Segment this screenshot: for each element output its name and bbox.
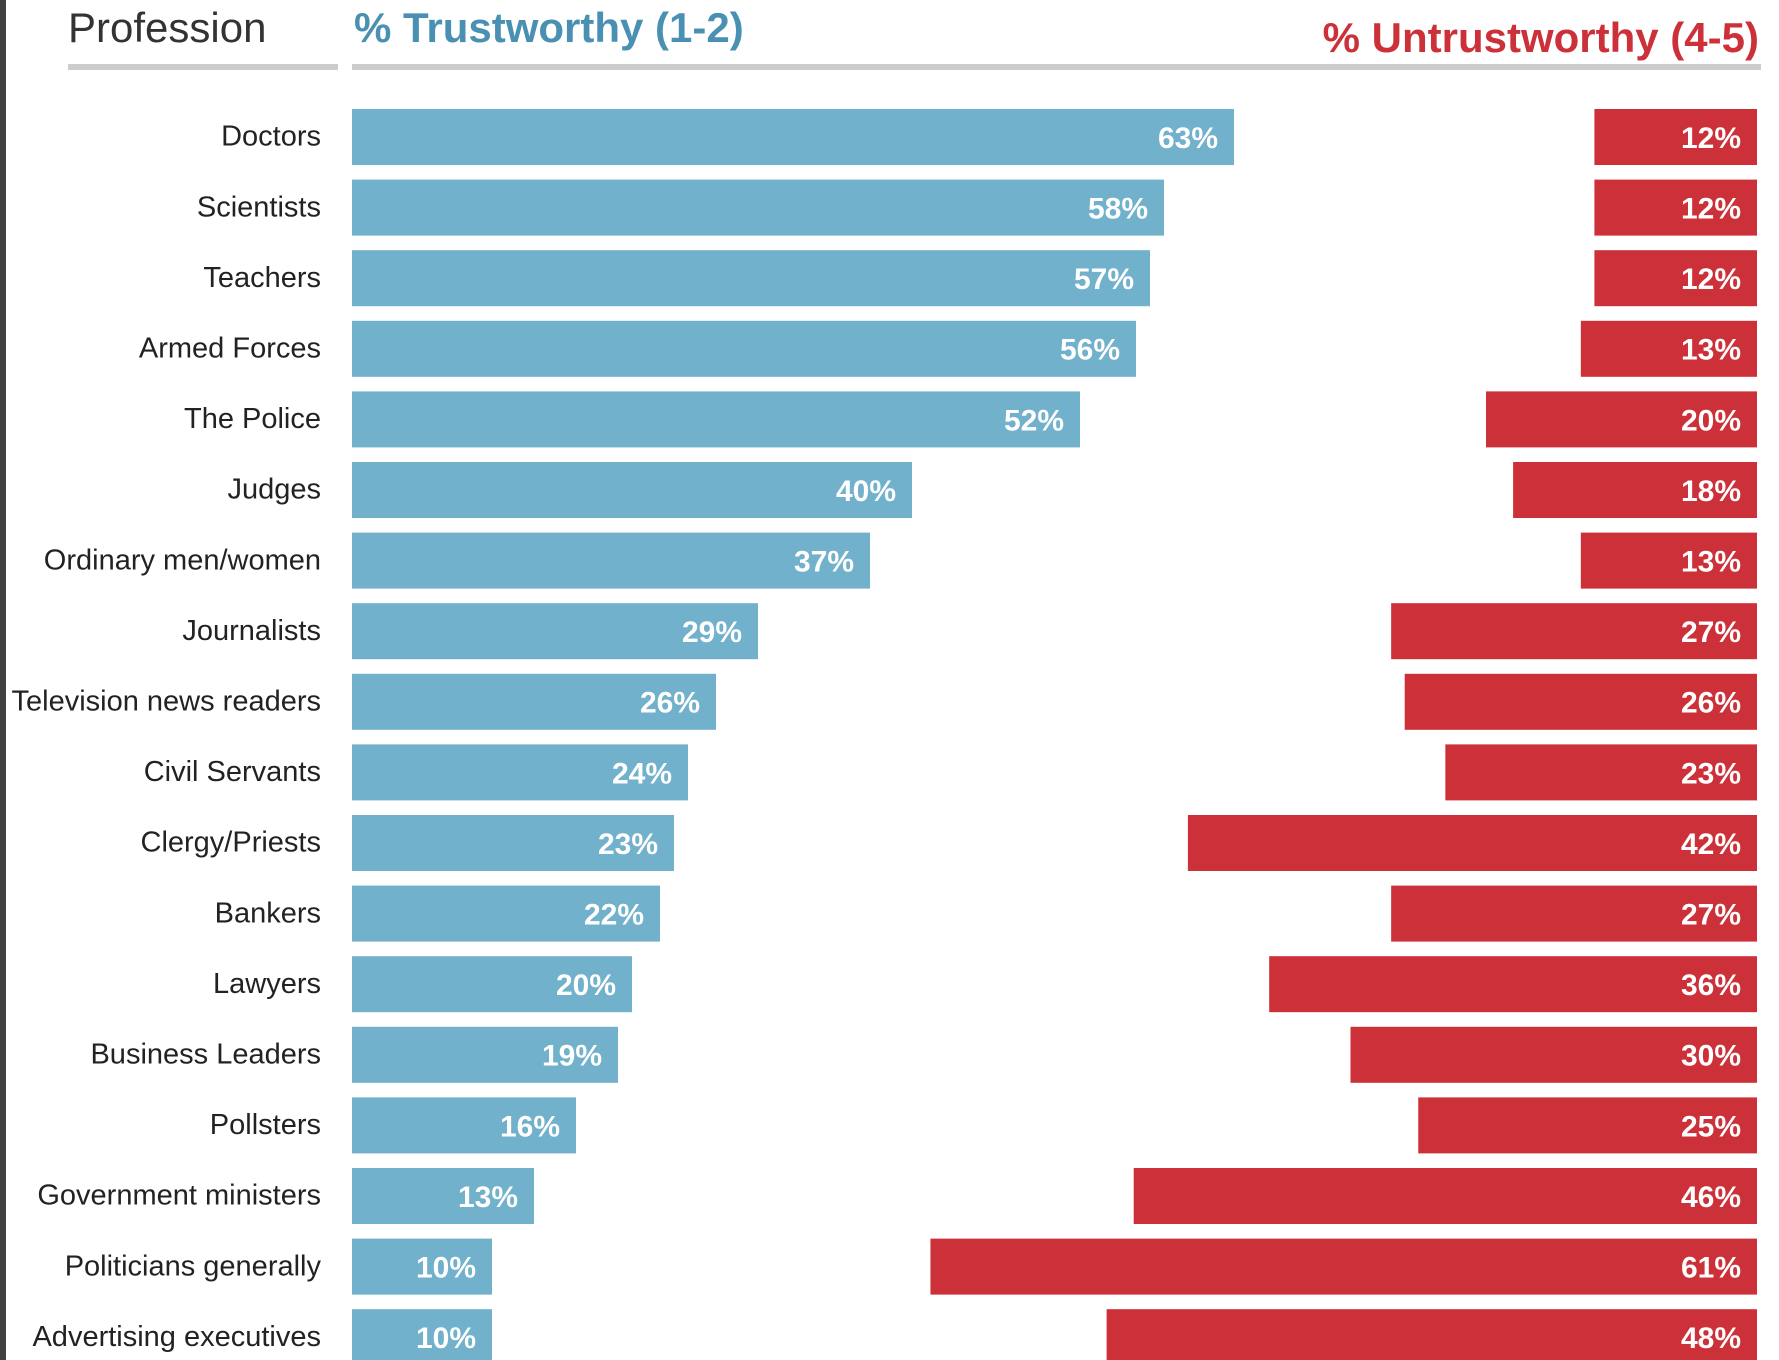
untrustworthy-bar	[1391, 603, 1757, 660]
trustworthy-bar	[352, 1026, 618, 1083]
untrustworthy-value-label: 42%	[1681, 828, 1741, 861]
untrustworthy-bar	[930, 1238, 1757, 1295]
trustworthy-bar	[352, 179, 1164, 236]
untrustworthy-bar	[1418, 1097, 1757, 1154]
untrustworthy-value-label: 26%	[1681, 687, 1741, 720]
category-label: Scientists	[197, 191, 321, 223]
untrustworthy-value-label: 27%	[1681, 616, 1741, 649]
trustworthy-value-label: 26%	[640, 687, 700, 720]
untrustworthy-bar	[1106, 1309, 1757, 1360]
trustworthy-bar	[352, 673, 716, 730]
untrustworthy-value-label: 12%	[1681, 193, 1741, 226]
trustworthy-value-label: 13%	[458, 1181, 518, 1214]
untrustworthy-bar	[1580, 532, 1757, 589]
left-edge-border	[0, 0, 6, 1360]
trustworthy-value-label: 57%	[1074, 263, 1134, 296]
category-label: Journalists	[182, 615, 321, 647]
trustworthy-bar	[352, 885, 660, 942]
trustworthy-bar	[352, 462, 912, 518]
untrustworthy-bar	[1513, 462, 1757, 518]
values-header-rule	[352, 64, 1761, 70]
trustworthy-bar	[352, 1309, 492, 1360]
untrustworthy-bar	[1187, 815, 1757, 871]
category-label: Clergy/Priests	[141, 827, 322, 859]
untrustworthy-bar	[1445, 744, 1757, 801]
untrustworthy-column-header: % Untrustworthy (4-5)	[1322, 14, 1759, 61]
trustworthy-value-label: 24%	[612, 757, 672, 790]
category-label: Lawyers	[213, 968, 321, 1000]
category-label: The Police	[184, 403, 321, 435]
trustworthy-value-label: 16%	[500, 1110, 560, 1143]
trustworthy-value-label: 10%	[416, 1322, 476, 1355]
trustworthy-bar	[352, 391, 1080, 448]
untrustworthy-value-label: 25%	[1681, 1110, 1741, 1143]
trustworthy-bar	[352, 320, 1136, 377]
untrustworthy-bar	[1594, 109, 1757, 165]
category-label: Politicians generally	[65, 1250, 322, 1282]
untrustworthy-bar	[1269, 956, 1757, 1013]
category-label: Government ministers	[37, 1180, 321, 1212]
category-label: Pollsters	[210, 1109, 321, 1141]
trustworthy-bar	[352, 603, 758, 660]
untrustworthy-bar	[1486, 391, 1757, 448]
untrustworthy-value-label: 20%	[1681, 404, 1741, 437]
untrustworthy-value-label: 36%	[1681, 969, 1741, 1002]
untrustworthy-value-label: 46%	[1681, 1181, 1741, 1214]
category-label: Ordinary men/women	[44, 544, 321, 576]
untrustworthy-value-label: 48%	[1681, 1322, 1741, 1355]
untrustworthy-bar	[1133, 1168, 1757, 1224]
untrustworthy-value-label: 61%	[1681, 1252, 1741, 1285]
trustworthy-value-label: 19%	[542, 1040, 602, 1073]
untrustworthy-bar	[1404, 673, 1757, 730]
category-label: Civil Servants	[144, 756, 321, 788]
untrustworthy-bar	[1594, 179, 1757, 236]
untrustworthy-value-label: 18%	[1681, 475, 1741, 508]
trustworthy-value-label: 22%	[584, 899, 644, 932]
trustworthy-bar	[352, 109, 1234, 165]
profession-column-header: Profession	[68, 4, 267, 51]
trustworthy-bar	[352, 1238, 492, 1295]
trustworthy-value-label: 20%	[556, 969, 616, 1002]
untrustworthy-value-label: 12%	[1681, 122, 1741, 155]
category-label: Bankers	[215, 897, 321, 929]
category-label: Judges	[227, 474, 321, 506]
profession-header-rule	[68, 64, 338, 70]
untrustworthy-bar	[1580, 320, 1757, 377]
trustworthy-value-label: 56%	[1060, 334, 1120, 367]
untrustworthy-bar	[1594, 250, 1757, 307]
untrustworthy-bar	[1350, 1026, 1757, 1083]
untrustworthy-value-label: 30%	[1681, 1040, 1741, 1073]
trustworthy-bar	[352, 815, 674, 871]
trustworthy-bar	[352, 250, 1150, 307]
untrustworthy-value-label: 13%	[1681, 334, 1741, 367]
category-label: Armed Forces	[139, 332, 321, 364]
category-label: Doctors	[221, 121, 321, 153]
trustworthy-bar	[352, 1168, 534, 1224]
untrustworthy-value-label: 12%	[1681, 263, 1741, 296]
untrustworthy-value-label: 13%	[1681, 546, 1741, 579]
trustworthy-column-header: % Trustworthy (1-2)	[354, 4, 744, 51]
category-label: Advertising executives	[32, 1321, 321, 1353]
trustworthy-value-label: 63%	[1158, 122, 1218, 155]
untrustworthy-bar	[1391, 885, 1757, 942]
trustworthy-bar	[352, 532, 870, 589]
trustworthy-bar	[352, 956, 632, 1013]
trustworthy-value-label: 23%	[598, 828, 658, 861]
category-label: Business Leaders	[90, 1038, 321, 1070]
category-label: Teachers	[203, 262, 321, 294]
trustworthy-bar	[352, 1097, 576, 1154]
untrustworthy-value-label: 27%	[1681, 899, 1741, 932]
trustworthy-value-label: 10%	[416, 1252, 476, 1285]
trustworthy-value-label: 29%	[682, 616, 742, 649]
category-label: Television news readers	[12, 685, 321, 717]
trustworthy-bar	[352, 744, 688, 801]
trustworthy-value-label: 58%	[1088, 193, 1148, 226]
trustworthy-value-label: 37%	[794, 546, 854, 579]
trustworthy-value-label: 40%	[836, 475, 896, 508]
untrustworthy-value-label: 23%	[1681, 757, 1741, 790]
trustworthy-value-label: 52%	[1004, 404, 1064, 437]
